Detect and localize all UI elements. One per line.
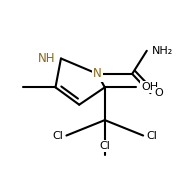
Text: N: N [93, 67, 102, 80]
Text: Cl: Cl [52, 131, 63, 140]
Text: O: O [154, 88, 163, 98]
Text: NH₂: NH₂ [152, 46, 174, 56]
Text: OH: OH [141, 82, 158, 92]
Text: Cl: Cl [99, 141, 110, 151]
Text: Cl: Cl [147, 131, 158, 140]
Text: NH: NH [38, 52, 56, 65]
